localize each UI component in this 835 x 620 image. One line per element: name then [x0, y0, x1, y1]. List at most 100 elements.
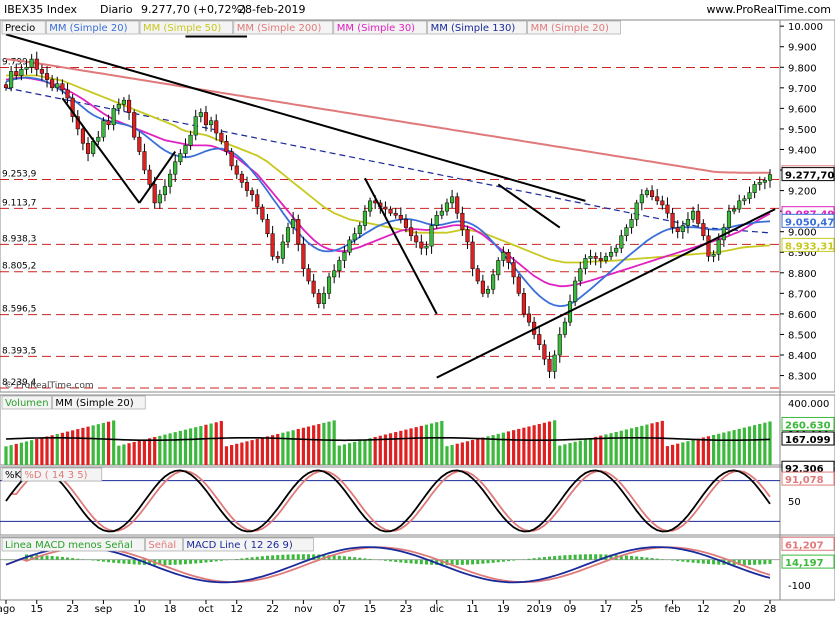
panel-frame-2 [0, 466, 835, 536]
price-axis-tick-label: 9.900 [788, 43, 817, 54]
macd-histogram-bar [96, 559, 100, 562]
volume-bar [265, 436, 270, 465]
macd-histogram-bar [322, 554, 326, 560]
candle-body [542, 344, 547, 360]
macd-histogram-bar [358, 557, 362, 560]
candle-body [434, 214, 439, 226]
macd-histogram-bar [471, 559, 475, 565]
price-legend-box [527, 20, 621, 35]
volume-bar [96, 424, 100, 465]
macd-histogram-bar [137, 559, 141, 565]
macd-histogram-bar [624, 555, 628, 560]
volume-value-tag-box [781, 431, 835, 446]
volume-bar [240, 442, 244, 465]
volume-bar [353, 441, 357, 465]
macd-histogram-bar [506, 559, 510, 562]
volume-bar [45, 436, 49, 465]
candle-body [485, 288, 491, 294]
candle-body [419, 241, 424, 249]
macd-histogram-bar [132, 559, 136, 565]
volume-bar [573, 441, 577, 465]
macd-histogram-bar [50, 556, 54, 560]
candle-body [34, 58, 39, 70]
candle-body [732, 208, 737, 212]
candle-body [275, 256, 280, 259]
macd-histogram-bar [609, 554, 613, 560]
volume-bar [419, 425, 423, 465]
trendline [5, 33, 586, 202]
support-resistance-label: 8.805,2 [2, 262, 36, 272]
macd-axis-tick-label: -100 [788, 581, 811, 592]
macd-histogram-bar [476, 559, 480, 565]
volume-bar [24, 441, 29, 465]
macd-histogram-bar [619, 555, 623, 560]
volume-bar [655, 422, 659, 465]
volume-bar [527, 426, 531, 465]
macd-histogram-bar [548, 556, 552, 560]
volume-bar [260, 437, 264, 465]
macd-histogram-bar [266, 555, 270, 560]
macd-histogram-bar [194, 559, 198, 564]
volume-bar [112, 420, 116, 465]
macd-histogram-bar [235, 559, 239, 560]
volume-bar [106, 421, 111, 465]
candle-body [757, 182, 762, 185]
macd-histogram-bar [240, 558, 244, 560]
candle-body [116, 104, 121, 109]
candle-body [121, 99, 126, 105]
price-legend-text: MM (Simple 30) [337, 23, 415, 34]
volume-bar [142, 439, 147, 465]
macd-histogram-bar [542, 557, 546, 560]
x-axis-tick-label: 22 [266, 604, 279, 615]
candle-body [521, 293, 526, 315]
candle-body [70, 97, 75, 117]
candle-body [137, 136, 142, 152]
macd-histogram-bar [327, 555, 331, 560]
volume-bar [424, 424, 429, 465]
volume-bar [163, 434, 167, 465]
macd-histogram-bar [640, 556, 644, 560]
macd-histogram-bar [281, 554, 285, 560]
volume-bar [583, 439, 588, 465]
macd-histogram-bar [168, 559, 172, 565]
candle-body [24, 67, 29, 70]
macd-histogram-bar [409, 559, 413, 564]
price-axis-tick-label: 8.400 [788, 351, 817, 362]
candle-body [306, 268, 311, 282]
candle-body [706, 235, 711, 257]
candle-body [403, 219, 408, 228]
candle-body [270, 233, 275, 257]
volume-bar [332, 420, 336, 465]
candle-body [726, 210, 732, 228]
volume-bar [122, 444, 126, 465]
candle-body [19, 69, 24, 76]
volume-bar [768, 421, 772, 465]
volume-bar [645, 424, 649, 465]
volume-bar [168, 433, 172, 465]
candle-body [224, 141, 229, 152]
candle-body [680, 225, 685, 232]
x-axis-tick-label: nov [294, 604, 312, 615]
macd-histogram-bar [599, 554, 603, 560]
volume-bar [337, 445, 341, 465]
volume-bar [245, 441, 249, 465]
candle-body [342, 251, 347, 261]
volume-bar [91, 425, 95, 465]
volume-bar [563, 444, 567, 465]
volume-bar [753, 425, 757, 465]
candle-body [562, 321, 567, 335]
macd-histogram-bar [532, 558, 536, 560]
candle-body [762, 180, 767, 183]
macd-histogram-bar [594, 554, 598, 560]
volume-legend-box [52, 395, 146, 410]
candle-body [55, 83, 60, 89]
candle-body [578, 268, 583, 282]
macd-histogram-bar [424, 559, 428, 565]
volume-bar [588, 438, 593, 465]
candle-body [660, 200, 665, 206]
candle-body [475, 268, 480, 282]
volume-bar [629, 428, 634, 465]
macd-histogram-bar [440, 559, 444, 566]
macd-histogram-bar [768, 559, 772, 564]
candle-body [219, 132, 224, 142]
